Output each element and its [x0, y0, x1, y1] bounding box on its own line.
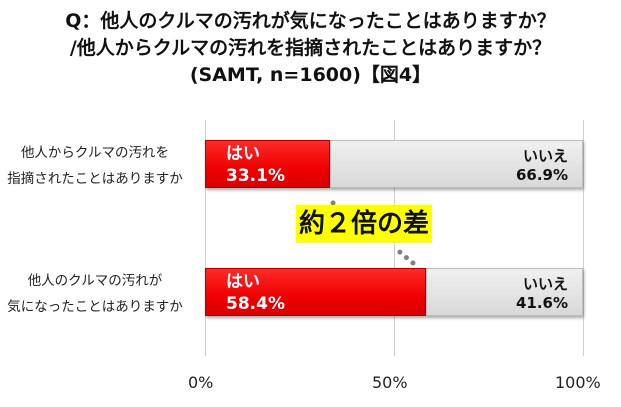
bar-segment-yes: はい 58.4% [205, 268, 426, 316]
no-label-text: いいえ [522, 275, 568, 293]
no-label-text: いいえ [522, 147, 568, 165]
bar-segment-yes: はい 33.1% [205, 140, 330, 188]
difference-callout: 約２倍の差 [296, 205, 433, 243]
yes-label: はい 58.4% [226, 271, 285, 315]
title-line-2: /他人からクルマの汚れを指摘されたことはありますか？ [69, 37, 552, 59]
category-label-1: 他人からクルマの汚れを 指摘されたことはありますか [0, 140, 190, 192]
yes-label-text: はい [226, 272, 260, 292]
chart-title: Q：他人のクルマの汚れが気になったことはありますか？ /他人からクルマの汚れを指… [0, 8, 621, 89]
category-label-1-line-1: 他人からクルマの汚れを [20, 145, 170, 161]
bar-segment-no: いいえ 41.6% [426, 268, 583, 316]
yes-label: はい 33.1% [226, 143, 285, 187]
category-label-2: 他人のクルマの汚れが 気になったことはありますか [0, 268, 190, 320]
bar-row-1: はい 33.1% いいえ 66.9% [205, 140, 583, 188]
x-tick-50: 50% [372, 373, 408, 392]
no-label: いいえ 66.9% [516, 147, 568, 185]
yes-value: 58.4% [226, 294, 285, 314]
no-value: 66.9% [515, 166, 568, 184]
bar-segment-no: いいえ 66.9% [330, 140, 583, 188]
x-tick-0: 0% [188, 373, 214, 392]
category-label-2-line-2: 気になったことはありますか [7, 299, 183, 315]
yes-label-text: はい [226, 144, 260, 164]
no-label: いいえ 41.6% [516, 275, 568, 313]
gridline-0 [205, 120, 206, 356]
gridline-100 [583, 120, 584, 356]
connector-dots-bottom [396, 248, 417, 267]
title-line-3: (SAMT, n=1600)【図4】 [189, 64, 432, 86]
yes-value: 33.1% [226, 166, 285, 186]
no-value: 41.6% [515, 294, 568, 312]
bar-row-2: はい 58.4% いいえ 41.6% [205, 268, 583, 316]
title-line-1: Q：他人のクルマの汚れが気になったことはありますか？ [65, 10, 556, 32]
x-tick-100: 100% [555, 373, 601, 392]
category-label-1-line-2: 指摘されたことはありますか [7, 171, 183, 187]
category-label-2-line-1: 他人のクルマの汚れが [27, 273, 163, 289]
